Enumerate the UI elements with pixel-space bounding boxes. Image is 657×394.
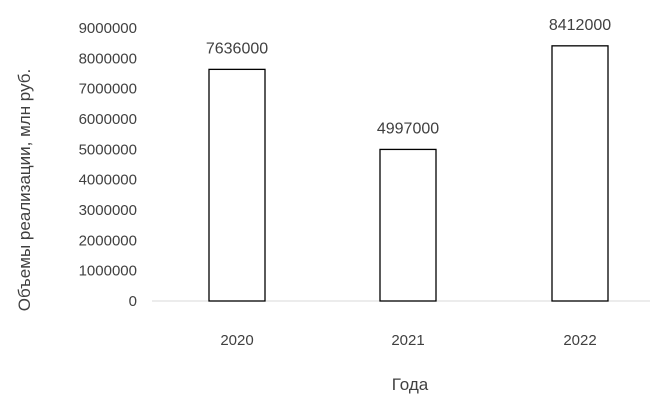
bar-2022 bbox=[551, 45, 609, 302]
y-tick-label: 5000000 bbox=[79, 141, 137, 158]
x-tick-label: 2020 bbox=[220, 332, 253, 349]
bar-2021 bbox=[379, 148, 437, 302]
y-tick-label: 8000000 bbox=[79, 50, 137, 67]
bar-2020 bbox=[208, 68, 266, 302]
y-tick-label: 7000000 bbox=[79, 81, 137, 98]
y-tick-label: 1000000 bbox=[79, 263, 137, 280]
x-axis-tick-labels: 2020 2021 2022 bbox=[220, 332, 596, 349]
y-axis-title: Объемы реализации, млн руб. bbox=[15, 69, 34, 311]
data-label: 4997000 bbox=[377, 120, 439, 137]
data-label: 7636000 bbox=[206, 40, 268, 57]
x-axis-title: Года bbox=[392, 375, 429, 394]
y-tick-label: 9000000 bbox=[79, 20, 137, 37]
x-tick-label: 2022 bbox=[563, 332, 596, 349]
y-axis-tick-labels: 0 1000000 2000000 3000000 4000000 5000000 6000… bbox=[79, 20, 137, 310]
y-tick-label: 3000000 bbox=[79, 202, 137, 219]
data-labels: 7636000 4997000 8412000 bbox=[206, 17, 611, 138]
y-tick-label: 2000000 bbox=[79, 232, 137, 249]
y-tick-label: 4000000 bbox=[79, 172, 137, 189]
y-tick-label: 6000000 bbox=[79, 111, 137, 128]
y-tick-label: 0 bbox=[129, 293, 137, 310]
x-tick-label: 2021 bbox=[391, 332, 424, 349]
data-label: 8412000 bbox=[549, 17, 611, 34]
bars bbox=[208, 45, 609, 302]
